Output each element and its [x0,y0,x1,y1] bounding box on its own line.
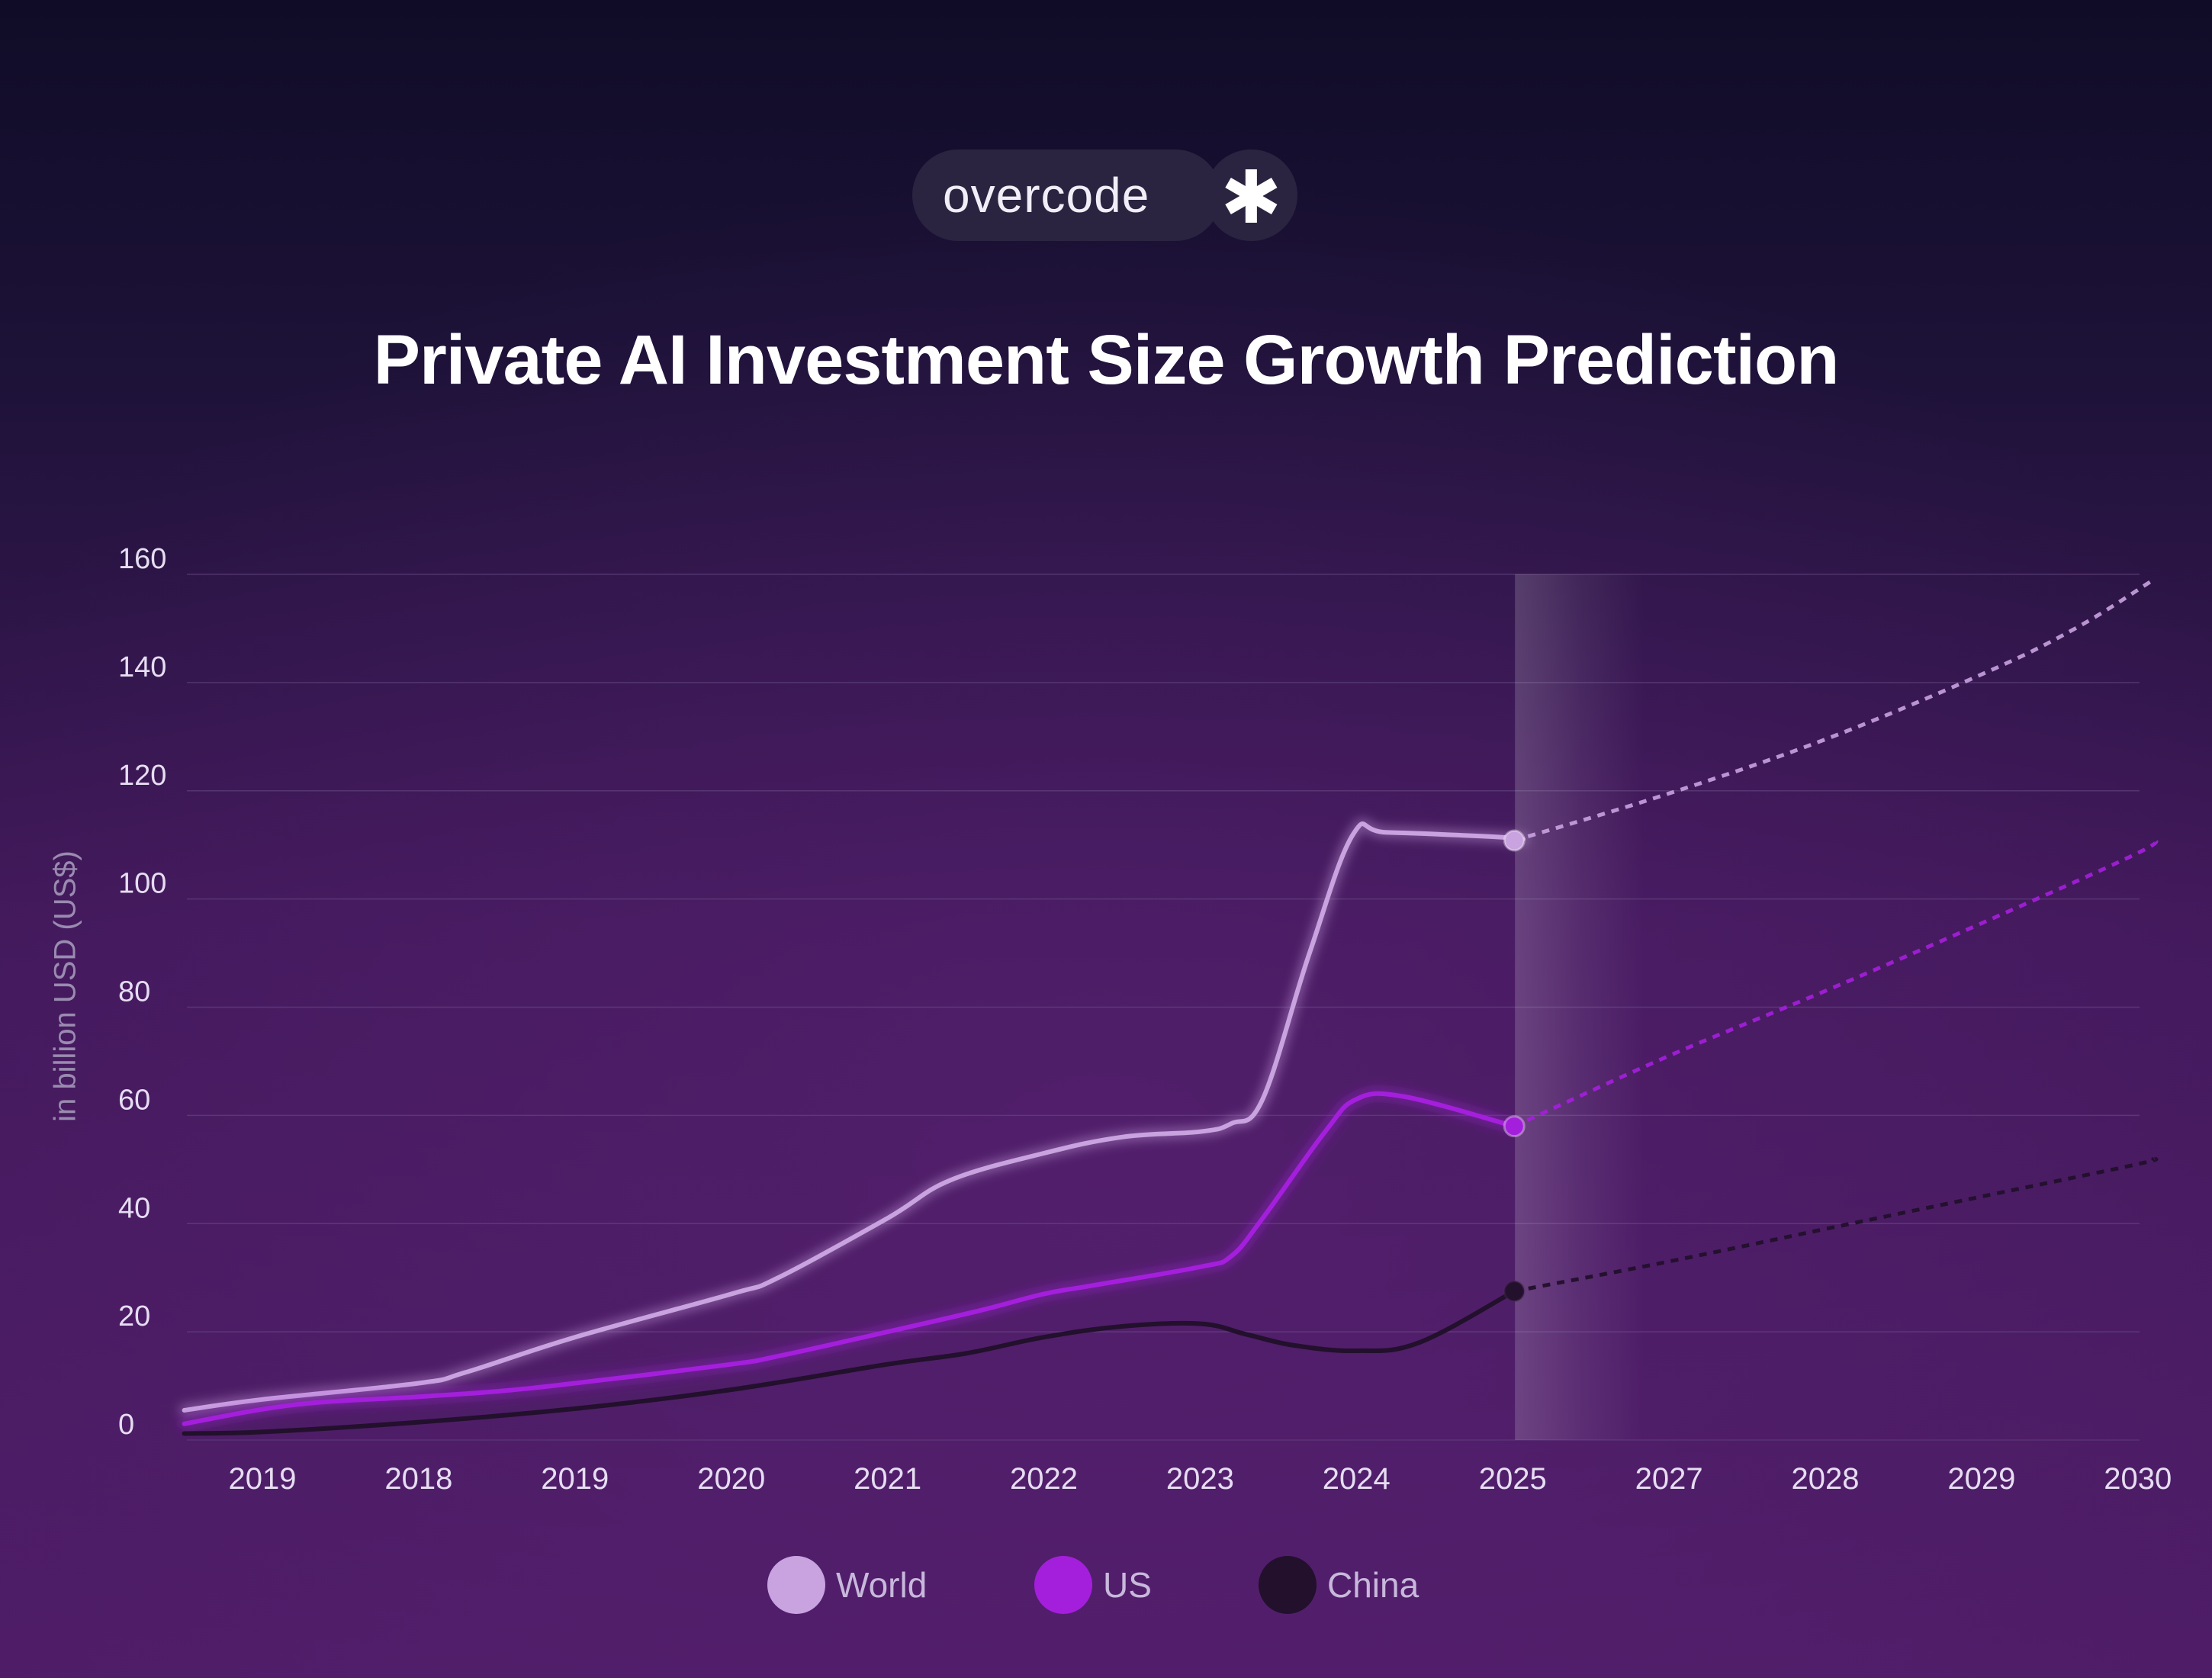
x-tick-label-6: 2023 [1166,1462,1234,1496]
series-us [178,837,2159,1429]
forecast-start-highlight [1515,574,1645,1440]
brand-logo: overcode ✱ [912,149,1297,241]
series-china-marker [1503,1280,1526,1303]
logo-pill [912,149,1221,241]
legend-label-china: China [1327,1565,1419,1605]
series-china-forecast-line [1513,1156,2159,1294]
y-tick-label-160: 160 [118,543,166,575]
y-tick-label-60: 60 [118,1084,150,1116]
series-us-forecast-line [1513,837,2159,1128]
x-tick-label-0: 2019 [229,1462,297,1496]
y-tick-label-40: 40 [118,1192,150,1224]
y-tick-label-100: 100 [118,868,166,900]
logo-wordmark: overcode [943,168,1150,223]
y-tick-label-120: 120 [118,760,166,792]
x-tick-label-12: 2030 [2104,1462,2172,1496]
legend-label-us: US [1103,1565,1152,1605]
x-tick-label-4: 2021 [854,1462,921,1496]
x-tick-label-2: 2019 [541,1462,609,1496]
grid-lines [187,574,2140,1441]
series-world-actual-line [182,821,1526,1413]
y-tick-label-0: 0 [118,1409,134,1441]
x-tick-label-1: 2018 [384,1462,452,1496]
series-lines [178,577,2159,1436]
series-us-marker [1503,1115,1526,1138]
series-world [178,577,2155,1416]
legend: World US China [0,1554,2212,1615]
x-tick-label-5: 2022 [1010,1462,1078,1496]
highlight-band [1515,574,1645,1440]
y-tick-label-140: 140 [118,651,166,683]
series-world-marker [1503,829,1526,852]
asterisk-icon: ✱ [1220,157,1282,239]
x-tick-label-9: 2027 [1635,1462,1703,1496]
legend-swatch-china [1259,1556,1317,1614]
series-china [182,1156,2159,1436]
series-world-forecast-line [1513,577,2155,843]
legend-label-world: World [836,1565,928,1605]
x-tick-label-3: 2020 [697,1462,765,1496]
y-axis-ticks: 0 20 40 60 80 100 120 140 160 [118,543,166,1441]
x-tick-label-8: 2025 [1479,1462,1547,1496]
x-tick-label-10: 2028 [1792,1462,1860,1496]
legend-swatch-world [767,1556,825,1614]
series-china-actual-line [182,1288,1517,1436]
legend-swatch-us [1034,1556,1092,1614]
x-tick-label-11: 2029 [1947,1462,2015,1496]
y-tick-label-80: 80 [118,976,150,1008]
x-tick-label-7: 2024 [1323,1462,1391,1496]
logo-circle [1205,149,1297,241]
x-axis-ticks: 2019 2018 2019 2020 2021 2022 2023 2024 2025 2027… [229,1462,2172,1496]
series-us-actual-line [182,1091,1517,1426]
y-tick-label-20: 20 [118,1300,150,1332]
chart-title: Private AI Investment Size Growth Predic… [373,321,1840,399]
